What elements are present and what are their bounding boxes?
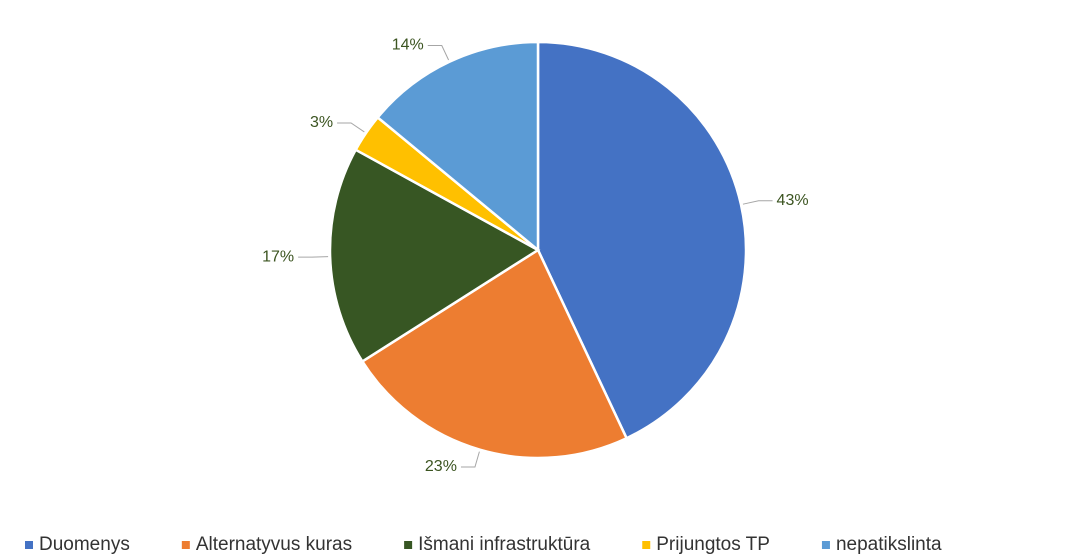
leader-line [427, 45, 450, 61]
leader-line [742, 200, 773, 205]
legend-label: nepatikslinta [836, 534, 942, 555]
data-label: 3% [310, 114, 333, 131]
pie-slice [360, 248, 629, 460]
legend-swatch [181, 541, 190, 549]
leader-line [337, 122, 365, 133]
pie-slice [328, 148, 541, 364]
legend-label: Duomenys [39, 534, 130, 555]
data-label: 23% [425, 458, 457, 475]
legend-label: Išmani infrastruktūra [418, 534, 591, 555]
pie-slice [536, 40, 748, 440]
data-label: 14% [392, 37, 424, 54]
legend-label: Prijungtos TP [656, 534, 770, 555]
data-label: 43% [777, 192, 809, 209]
legend-swatch [642, 541, 651, 549]
legend-label: Alternatyvus kuras [196, 534, 352, 555]
leader-line [298, 256, 329, 258]
legend-swatch [821, 541, 830, 549]
legend-swatch [25, 541, 33, 549]
leader-line [460, 451, 480, 468]
data-label: 17% [262, 248, 294, 265]
pie-slice [375, 40, 540, 253]
legend-swatch [404, 541, 413, 549]
